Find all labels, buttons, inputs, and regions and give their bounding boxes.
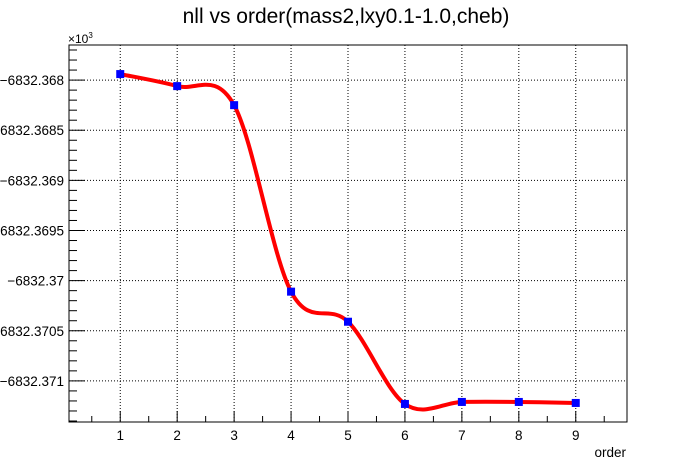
x-tick-label: 9 [572,428,580,443]
y-tick-label: −6832.37 [7,274,64,289]
data-point-marker [116,70,125,79]
x-tick-label: 8 [515,428,523,443]
grid-lines [69,45,627,422]
axes-frame [68,44,628,423]
y-tick-label: −6832.3685 [0,123,64,138]
chart-title: nll vs order(mass2,lxy0.1-1.0,cheb) [183,5,510,28]
x-tick-label: 7 [458,428,466,443]
data-point-marker [230,101,239,110]
y-tick-label: −6832.3705 [0,324,64,339]
x-axis: 1 2 3 4 5 6 7 8 9 [91,411,605,443]
data-point-marker [457,397,466,406]
exponent-power: 3 [88,31,93,40]
x-tick-label: 2 [173,428,181,443]
x-tick-label: 6 [401,428,409,443]
x-tick-label: 5 [344,428,352,443]
data-point-marker [400,399,409,408]
x-tick-label: 1 [116,428,124,443]
y-tick-label: −6832.368 [0,73,64,88]
data-point-marker [287,287,296,296]
y-tick-label: −6832.371 [0,374,64,389]
y-axis: −6832.368 −6832.3685 −6832.369 −6832.3695 −6… [0,49,85,422]
exponent-label: ×103 [68,31,93,46]
exponent-base: ×10 [68,32,89,46]
data-series [116,70,580,412]
data-point-marker [344,317,352,326]
x-axis-title: order [594,445,626,460]
data-point-marker [173,82,182,91]
data-point-marker [571,398,580,407]
series-line [119,72,576,412]
y-tick-label: −6832.369 [0,173,64,188]
y-tick-label: −6832.3695 [0,223,64,238]
data-point-marker [514,397,523,406]
x-tick-label: 4 [287,428,295,443]
x-tick-label: 3 [230,428,238,443]
